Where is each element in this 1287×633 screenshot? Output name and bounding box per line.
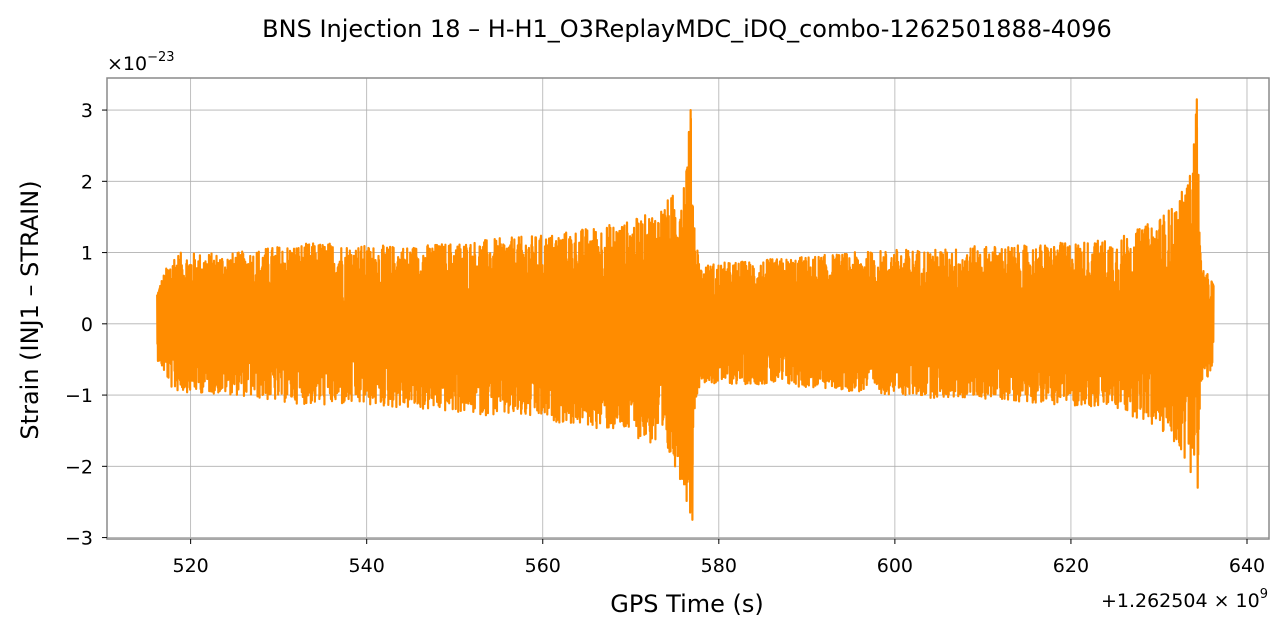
x-axis-ticks: 520 540 560 580 600 620 640 [172, 539, 1265, 577]
x-tick-label: 600 [877, 555, 913, 577]
x-tick-label: 640 [1229, 555, 1265, 577]
y-scale-exponent: −23 [147, 50, 174, 65]
y-tick-label: −1 [65, 385, 93, 407]
strain-series [156, 98, 1215, 521]
x-axis-label: GPS Time (s) [610, 590, 764, 618]
y-tick-label: 3 [81, 100, 93, 122]
y-tick-label: 0 [81, 314, 93, 336]
y-scale-label: ×10−23 [107, 50, 175, 75]
y-tick-label: 2 [81, 171, 93, 193]
x-offset-label: +1.262504 × 109 [1101, 587, 1268, 612]
y-tick-label: −3 [65, 528, 93, 550]
y-axis-label: Strain (INJ1 – STRAIN) [16, 180, 44, 439]
y-axis-ticks: −3 −2 −1 0 1 2 3 [65, 100, 107, 550]
x-tick-label: 620 [1053, 555, 1089, 577]
chart-title: BNS Injection 18 – H-H1_O3ReplayMDC_iDQ_… [262, 15, 1112, 43]
plot-frame [106, 77, 1270, 540]
x-offset-exponent: 9 [1260, 587, 1268, 602]
y-scale-base: ×10 [107, 53, 147, 75]
x-tick-label: 520 [172, 555, 208, 577]
x-tick-label: 560 [525, 555, 561, 577]
x-offset-base: +1.262504 × 10 [1101, 590, 1260, 612]
strain-line [156, 98, 1215, 521]
x-tick-label: 540 [349, 555, 385, 577]
y-tick-label: −2 [65, 456, 93, 478]
y-tick-label: 1 [81, 243, 93, 265]
x-tick-label: 580 [701, 555, 737, 577]
